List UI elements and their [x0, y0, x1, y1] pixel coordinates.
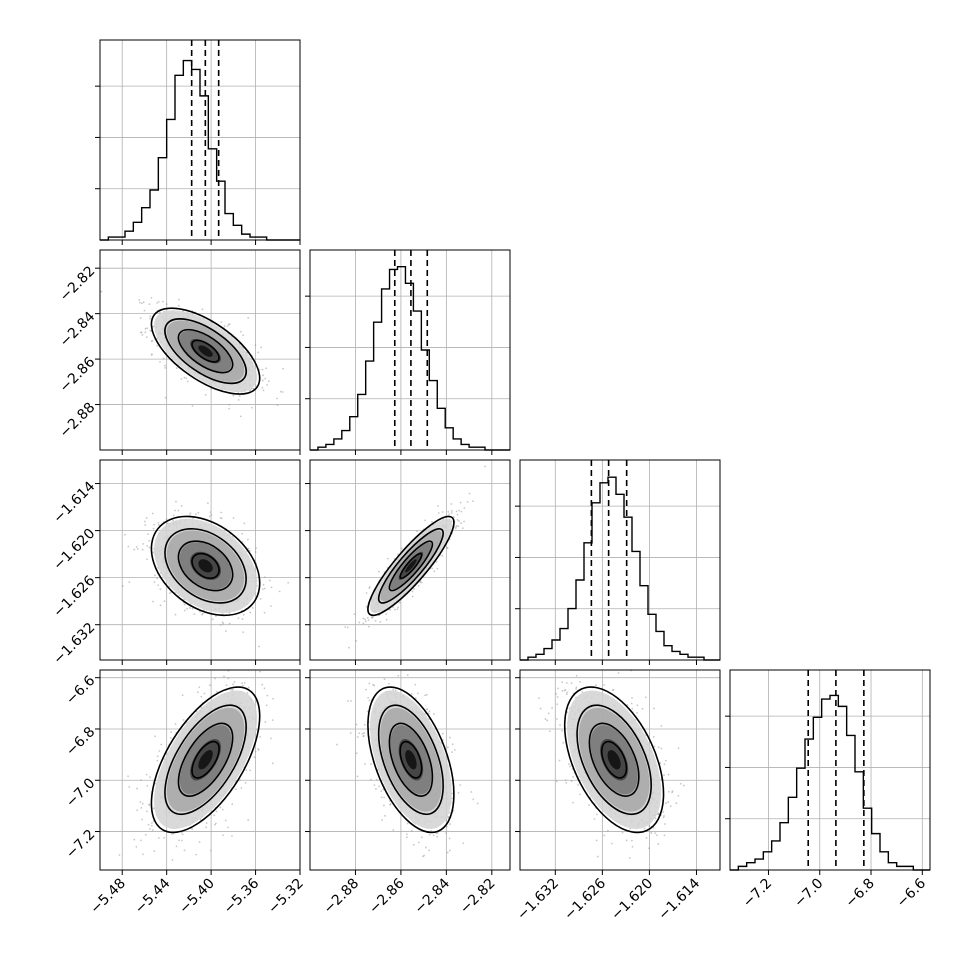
x-tick-label: −6.6: [894, 875, 929, 910]
panel-frame: [99, 249, 301, 451]
contour-line: [600, 740, 628, 779]
x-tick-label: −2.88: [321, 876, 363, 918]
contour-line: [177, 328, 234, 374]
scatter-panel-2-3: [519, 669, 721, 871]
histogram-step-1: [310, 265, 510, 451]
scatter-panel-1-3: [309, 669, 511, 871]
x-tick-label: −7.2: [740, 876, 775, 911]
x-tick-label: −2.86: [366, 875, 408, 917]
density-level: [405, 750, 417, 770]
contour-line: [399, 740, 423, 779]
histogram-step-3: [730, 694, 930, 871]
density-level: [198, 559, 213, 573]
x-tick-label: −2.82: [457, 876, 499, 918]
y-tick-label: −1.620: [50, 526, 98, 574]
hist-panel-1: [305, 249, 511, 455]
x-tick-label: −1.632: [514, 876, 562, 924]
panel-frame: [729, 669, 931, 871]
contour-line: [367, 686, 455, 834]
contour-line: [150, 307, 261, 395]
x-tick-label: −1.614: [655, 875, 703, 923]
contour-line: [164, 528, 247, 604]
contour-line: [150, 686, 261, 834]
y-tick-label: −1.632: [50, 620, 98, 668]
contour-line: [164, 704, 247, 816]
x-tick-label: −6.8: [842, 876, 877, 911]
contour-line: [563, 686, 665, 834]
contour-line: [164, 318, 247, 385]
hist-panel-2: [515, 459, 721, 665]
contour-line: [576, 704, 652, 816]
density-level: [607, 750, 621, 770]
x-tick-label: −5.48: [87, 876, 129, 918]
scatter-panel-0-2: [99, 459, 301, 661]
y-tick-label: −2.88: [57, 400, 99, 442]
y-tick-label: −6.6: [63, 673, 98, 708]
x-tick-label: −1.620: [608, 876, 656, 924]
x-tick-label: −5.40: [176, 876, 218, 918]
y-tick-label: −1.626: [50, 573, 98, 621]
panel-frame: [99, 39, 301, 241]
x-tick-label: −5.44: [132, 875, 174, 917]
density-level: [198, 750, 213, 770]
panel-frame: [99, 669, 301, 871]
contour-line: [377, 704, 444, 816]
y-tick-label: −2.86: [57, 354, 99, 396]
y-tick-label: −6.8: [63, 724, 98, 759]
density-level: [198, 345, 213, 357]
density-level: [405, 559, 417, 573]
x-tick-label: −2.84: [412, 875, 454, 917]
scatter-panel-1-2: [309, 459, 511, 661]
contour-line: [388, 540, 434, 592]
contour-line: [399, 552, 423, 580]
contour-line: [367, 515, 455, 617]
panel-frame: [309, 459, 511, 661]
histogram-step-0: [100, 59, 300, 241]
x-tick-label: −5.32: [265, 876, 307, 918]
y-tick-label: −1.614: [50, 479, 98, 527]
y-tick-label: −7.0: [63, 775, 98, 810]
panel-frame: [519, 459, 721, 661]
contour-line: [588, 722, 640, 797]
y-tick-label: −7.2: [63, 827, 98, 862]
hist-panel-3: [725, 669, 931, 875]
histogram-step-2: [520, 476, 720, 661]
contour-line: [150, 515, 261, 617]
panel-frame: [519, 669, 721, 871]
contour-line: [191, 339, 220, 363]
x-tick-label: −1.626: [561, 875, 609, 923]
contour-line: [377, 528, 444, 604]
scatter-panel-0-1: [99, 249, 301, 451]
x-tick-label: −5.36: [221, 875, 263, 917]
contour-line: [191, 740, 220, 779]
y-tick-label: −2.82: [57, 263, 99, 305]
contour-line: [177, 540, 234, 592]
scatter-panel-0-3: [99, 669, 301, 871]
panel-frame: [99, 459, 301, 661]
contour-line: [191, 552, 220, 580]
contour-line: [388, 722, 434, 797]
hist-panel-0: [95, 39, 301, 245]
panel-frame: [309, 249, 511, 451]
panel-frame: [309, 669, 511, 871]
x-tick-label: −7.0: [791, 876, 826, 911]
y-tick-label: −2.84: [57, 309, 99, 351]
contour-line: [177, 722, 234, 797]
